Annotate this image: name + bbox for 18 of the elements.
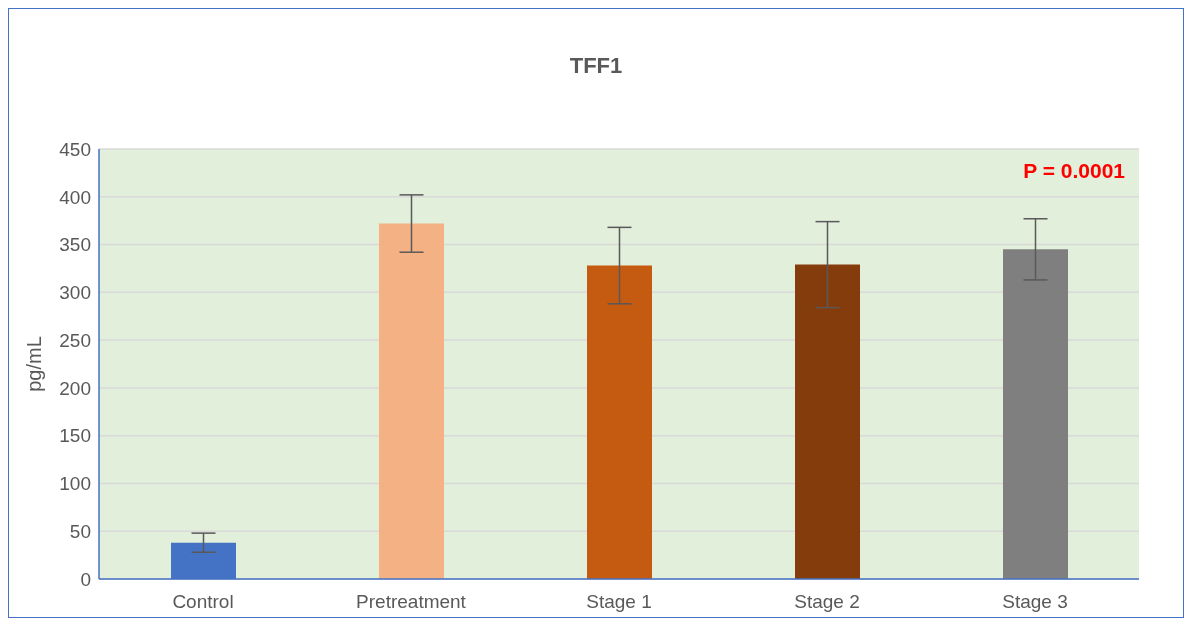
y-tick-label: 150 — [59, 425, 91, 447]
x-tick-label: Pretreatment — [356, 591, 467, 613]
y-tick-label: 400 — [59, 186, 91, 208]
x-tick-label: Control — [172, 591, 234, 613]
y-tick-label: 250 — [59, 329, 91, 351]
x-tick-label: Stage 1 — [586, 591, 652, 613]
y-tick-label: 350 — [59, 234, 91, 256]
y-tick-label: 450 — [59, 138, 91, 160]
y-tick-label: 200 — [59, 377, 91, 399]
y-tick-label: 100 — [59, 473, 91, 495]
y-tick-label: 0 — [80, 568, 91, 590]
x-tick-label: Stage 3 — [1002, 591, 1068, 613]
y-tick-label: 50 — [69, 520, 91, 542]
chart-title: TFF1 — [568, 53, 624, 79]
annotation: P = 0.0001 — [1023, 159, 1125, 183]
y-tick-label: 300 — [59, 282, 91, 304]
x-tick-label: Stage 2 — [794, 591, 860, 613]
y-axis-title: pg/mL — [23, 336, 46, 392]
